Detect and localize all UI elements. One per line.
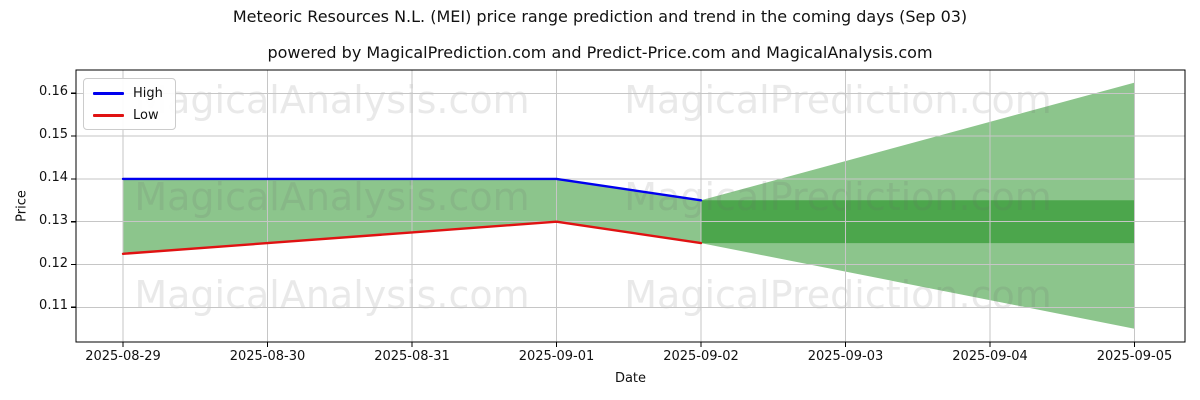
axes — [71, 69, 1186, 347]
watermarks: MagicalAnalysis.com MagicalPrediction.com… — [134, 78, 1051, 317]
y-tick-label: 0.11 — [39, 298, 68, 314]
y-tick-label: 0.13 — [39, 212, 68, 228]
y-tick-label: 0.15 — [39, 127, 68, 143]
legend-label: High — [133, 85, 163, 101]
x-tick-label: 2025-09-05 — [1096, 349, 1173, 364]
chart-subtitle: powered by MagicalPrediction.com and Pre… — [267, 43, 933, 62]
x-tick-label: 2025-09-01 — [518, 349, 595, 364]
x-tick-label: 2025-08-30 — [229, 349, 306, 364]
legend-label: Low — [133, 107, 159, 123]
y-tick-label: 0.12 — [39, 255, 68, 271]
legend-item-low: Low — [93, 106, 163, 124]
legend-item-high: High — [93, 84, 163, 102]
watermark-text: MagicalAnalysis.com — [134, 175, 529, 219]
legend-line-low — [93, 113, 124, 117]
chart-title: Meteoric Resources N.L. (MEI) price rang… — [232, 7, 968, 26]
watermark-text: MagicalPrediction.com — [624, 175, 1052, 219]
y-tick-label: 0.16 — [39, 84, 68, 100]
x-tick-label: 2025-08-29 — [85, 349, 161, 364]
watermark-text: MagicalAnalysis.com — [134, 78, 529, 122]
watermark-text: MagicalAnalysis.com — [134, 273, 529, 317]
high-line — [121, 177, 703, 202]
watermark-text: MagicalPrediction.com — [624, 273, 1052, 317]
x-axis-label: Date — [614, 371, 647, 386]
legend: High Low — [83, 78, 176, 130]
plot-border — [75, 69, 1186, 343]
x-tick-label: 2025-09-02 — [663, 349, 739, 364]
watermark-text: MagicalPrediction.com — [624, 78, 1052, 122]
legend-line-high — [93, 91, 124, 95]
x-tick-label: 2025-09-04 — [952, 349, 1028, 364]
data-lines — [121, 177, 703, 256]
x-tick-label: 2025-08-31 — [374, 349, 450, 364]
prediction-range-band — [123, 82, 1135, 329]
low-line — [121, 220, 703, 256]
y-tick-label: 0.14 — [39, 169, 68, 185]
x-tick-label: 2025-09-03 — [807, 349, 884, 364]
